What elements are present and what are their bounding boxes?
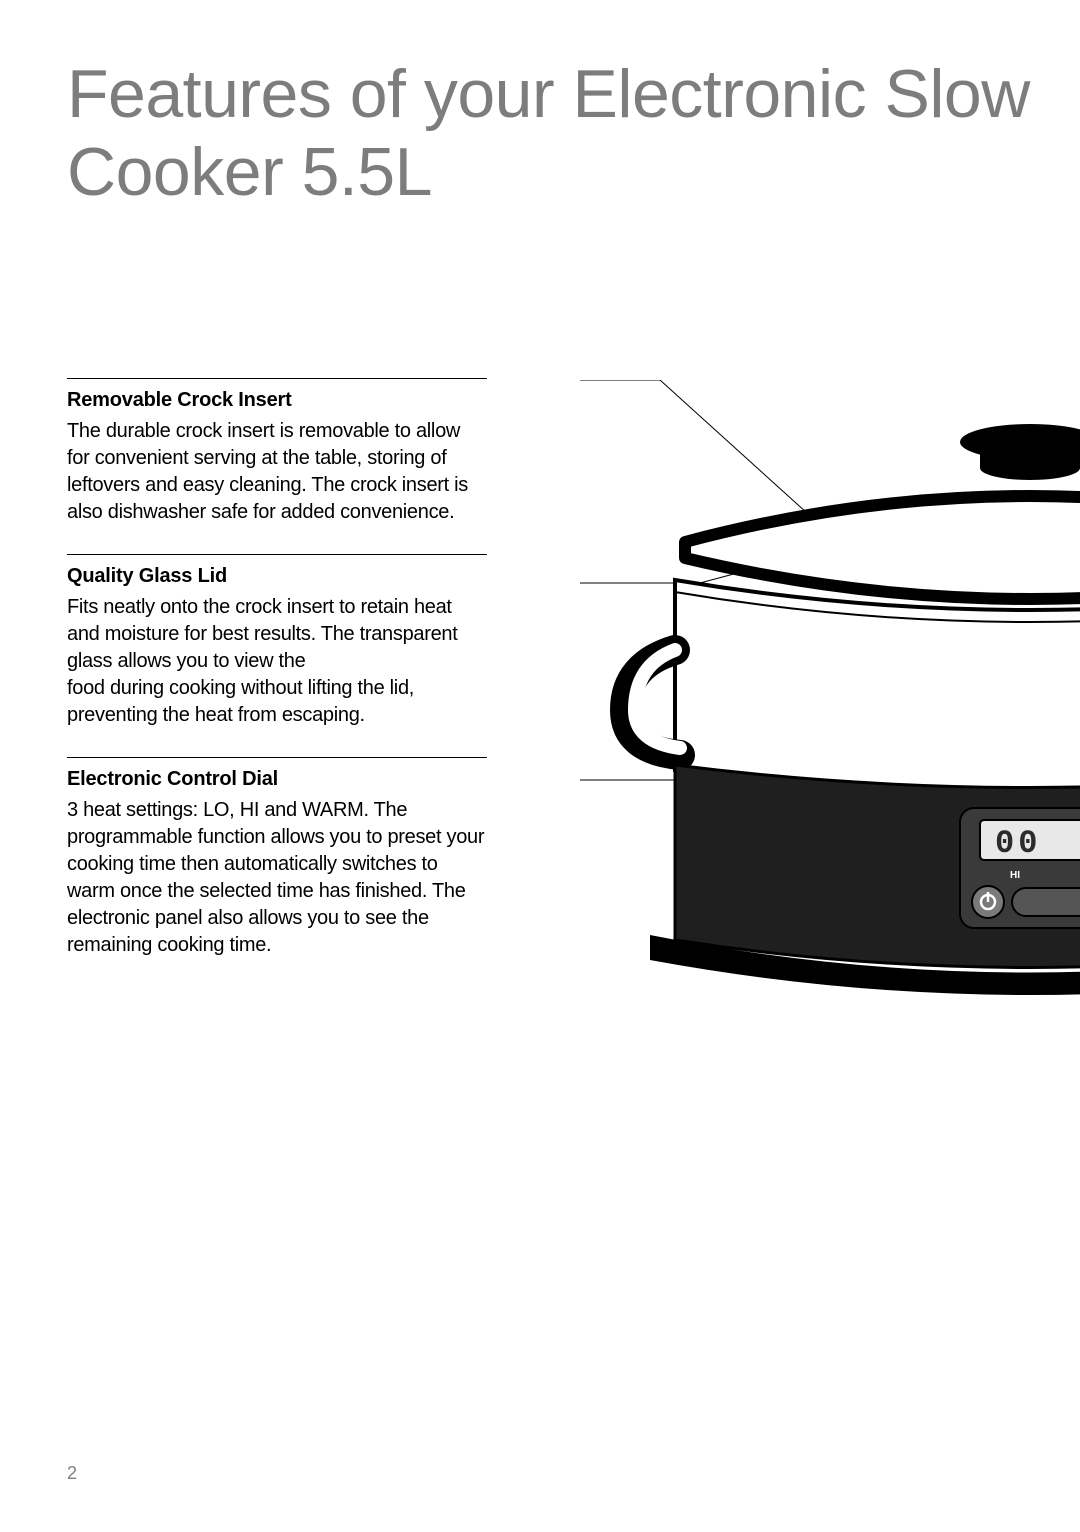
glass-lid: [685, 496, 1080, 599]
mode-button[interactable]: [1012, 888, 1080, 916]
page-title: Features of your Electronic Slow Cooker …: [67, 55, 1080, 211]
feature-body: 3 heat settings: LO, HI and WARM. The pr…: [67, 797, 487, 959]
divider: [67, 554, 487, 555]
feature-item: Removable Crock Insert The durable crock…: [67, 378, 487, 526]
feature-title: Electronic Control Dial: [67, 768, 487, 791]
handle-left: [625, 650, 680, 755]
feature-body: The durable crock insert is removable to…: [67, 418, 487, 526]
feature-list: Removable Crock Insert The durable crock…: [67, 378, 487, 987]
slow-cooker-illustration: 00 HI: [580, 380, 1080, 1020]
page-number: 2: [67, 1463, 77, 1484]
lid-knob: [960, 424, 1080, 480]
label-hi: HI: [1010, 870, 1020, 881]
feature-title: Removable Crock Insert: [67, 389, 487, 412]
divider: [67, 378, 487, 379]
feature-item: Quality Glass Lid Fits neatly onto the c…: [67, 554, 487, 729]
feature-item: Electronic Control Dial 3 heat settings:…: [67, 757, 487, 959]
crock-body: [675, 580, 1080, 790]
control-panel: 00 HI: [960, 808, 1080, 928]
lcd-text: 00: [995, 825, 1041, 862]
divider: [67, 757, 487, 758]
feature-title: Quality Glass Lid: [67, 565, 487, 588]
feature-body: Fits neatly onto the crock insert to ret…: [67, 594, 487, 729]
